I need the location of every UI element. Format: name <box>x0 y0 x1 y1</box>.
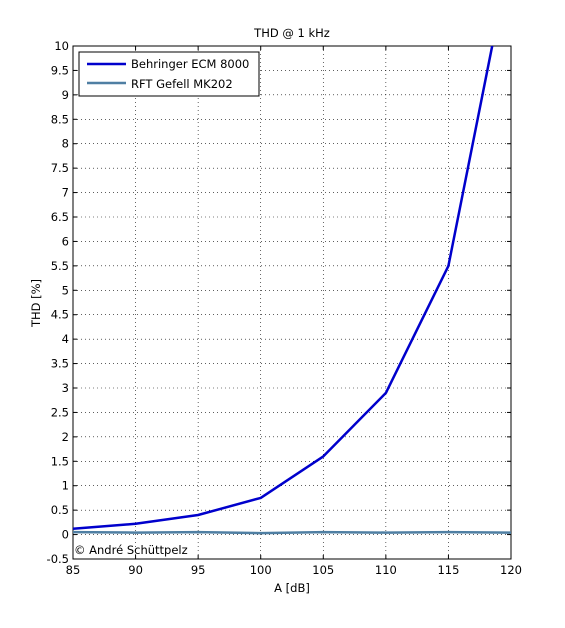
y-tick-label: 3.5 <box>51 357 69 371</box>
x-tick-label: 100 <box>250 563 272 577</box>
y-tick-label: 0.5 <box>51 503 69 517</box>
y-tick-label: 4 <box>62 332 69 346</box>
y-tick-label: 0 <box>62 528 69 542</box>
series-group <box>72 45 512 535</box>
y-tick-label: 2 <box>62 430 69 444</box>
legend-label-behringer: Behringer ECM 8000 <box>131 57 249 71</box>
y-tick-label: 8 <box>62 137 69 151</box>
series-line-rft-gefell-mk202 <box>72 530 512 535</box>
y-tick-label: 9 <box>62 88 69 102</box>
x-tick-label: 95 <box>191 563 206 577</box>
x-tick-label: 90 <box>128 563 143 577</box>
ticks: 85 90 95 100 105 110 115 120-0.500.511.522.533.… <box>47 39 522 577</box>
y-tick-label: 5.5 <box>51 259 69 273</box>
y-tick-label: 5 <box>62 283 69 297</box>
y-tick-label: 4.5 <box>51 308 69 322</box>
x-tick-label: 85 <box>66 563 81 577</box>
y-tick-label: 10 <box>54 39 69 53</box>
x-tick-label: 105 <box>312 563 334 577</box>
legend: Behringer ECM 8000 RFT Gefell MK202 <box>78 51 260 97</box>
chart-title: THD @ 1 kHz <box>253 26 330 40</box>
x-tick-label: 120 <box>500 563 522 577</box>
y-tick-label: 3 <box>62 381 69 395</box>
x-tick-label: 115 <box>437 563 459 577</box>
y-tick-label: 6 <box>62 234 69 248</box>
copyright-annotation: © André Schüttpelz <box>74 543 188 557</box>
y-tick-label: 2.5 <box>51 405 69 419</box>
series-line-behringer-ecm-8000 <box>72 45 494 530</box>
y-tick-label: 6.5 <box>51 210 69 224</box>
plot-frame <box>72 45 512 560</box>
y-tick-label: 1.5 <box>51 454 69 468</box>
legend-label-rft: RFT Gefell MK202 <box>131 77 233 91</box>
y-tick-label: -0.5 <box>47 552 69 566</box>
y-tick-label: 7 <box>62 186 69 200</box>
y-tick-label: 1 <box>62 479 69 493</box>
y-tick-label: 8.5 <box>51 112 69 126</box>
y-tick-label: 9.5 <box>51 63 69 77</box>
x-axis-label: A [dB] <box>274 581 310 595</box>
x-tick-label: 110 <box>375 563 397 577</box>
y-axis-label: THD [%] <box>29 279 43 328</box>
y-tick-label: 7.5 <box>51 161 69 175</box>
legend-box <box>78 51 260 97</box>
